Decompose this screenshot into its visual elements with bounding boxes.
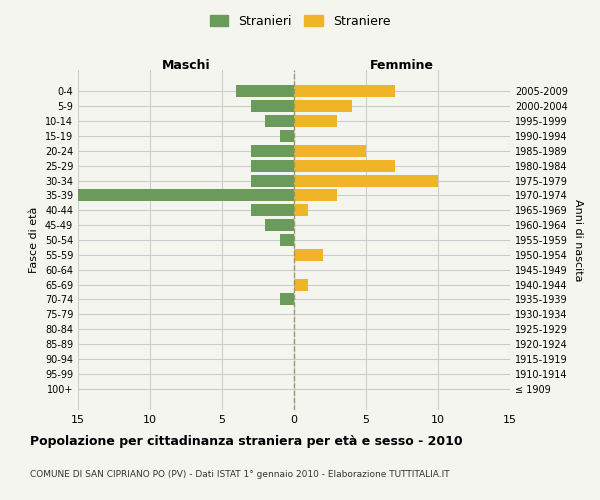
Bar (294, 160, 395, 172)
Text: Maschi: Maschi (161, 59, 211, 72)
Y-axis label: Anni di nascita: Anni di nascita (573, 198, 583, 281)
Bar (294, 115, 337, 127)
Bar (294, 174, 438, 186)
Bar (251, 145, 294, 157)
Text: Femmine: Femmine (370, 59, 434, 72)
Bar (251, 160, 294, 172)
Bar (294, 145, 366, 157)
Text: COMUNE DI SAN CIPRIANO PO (PV) - Dati ISTAT 1° gennaio 2010 - Elaborazione TUTTI: COMUNE DI SAN CIPRIANO PO (PV) - Dati IS… (30, 470, 449, 479)
Bar (294, 249, 323, 261)
Bar (294, 86, 395, 98)
Text: Popolazione per cittadinanza straniera per età e sesso - 2010: Popolazione per cittadinanza straniera p… (30, 435, 463, 448)
Bar (294, 204, 308, 216)
Bar (251, 204, 294, 216)
Bar (265, 115, 294, 127)
Bar (294, 278, 308, 290)
Bar (251, 100, 294, 112)
Bar (251, 174, 294, 186)
Bar (280, 130, 294, 142)
Legend: Stranieri, Straniere: Stranieri, Straniere (206, 11, 394, 32)
Bar (236, 86, 294, 98)
Bar (280, 294, 294, 306)
Bar (280, 234, 294, 246)
Bar (265, 219, 294, 231)
Bar (294, 100, 352, 112)
Bar (78, 190, 294, 202)
Bar (294, 190, 337, 202)
Y-axis label: Fasce di età: Fasce di età (29, 207, 39, 273)
